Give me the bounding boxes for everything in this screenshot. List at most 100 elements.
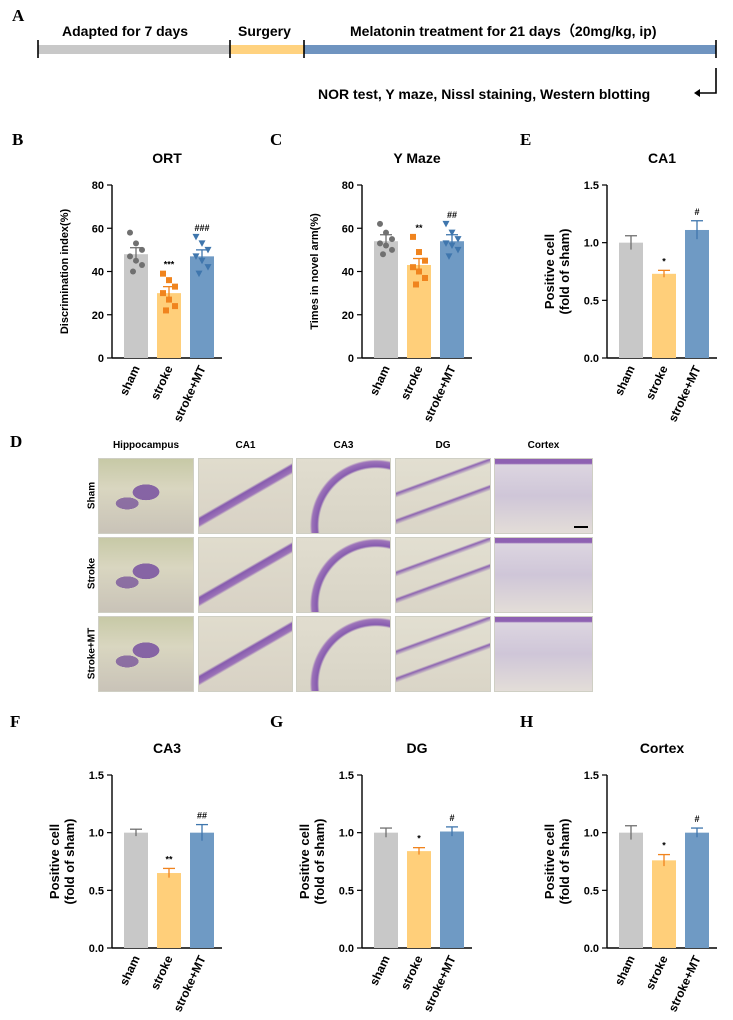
- panel-letter-a: A: [12, 6, 25, 25]
- data-point: [139, 262, 145, 269]
- data-point: [422, 257, 428, 264]
- chart-title: DG: [407, 740, 428, 756]
- x-tick-label: sham: [367, 363, 393, 397]
- x-tick-label: stroke+MT: [666, 953, 704, 1014]
- y-tick-label: 0: [98, 353, 104, 365]
- timeline-surgery-label: Surgery: [238, 23, 291, 39]
- timeline-surgery-bar: [230, 45, 304, 54]
- data-point: [383, 242, 389, 249]
- significance-label: *: [662, 256, 666, 266]
- mic-col-dg: DG: [435, 440, 451, 451]
- x-tick-label: stroke+MT: [666, 363, 704, 424]
- data-point: [377, 220, 383, 227]
- significance-label: #: [449, 813, 454, 823]
- data-point: [198, 240, 206, 247]
- bar-stroke-MT: [190, 832, 214, 948]
- data-point: [410, 233, 416, 240]
- significance-label: #: [694, 207, 699, 217]
- mic-row-sham: Sham: [86, 481, 98, 510]
- y-axis-label: Positive cell(fold of sham): [542, 819, 572, 905]
- data-point: [204, 246, 212, 254]
- data-point: [410, 264, 416, 271]
- nissl-image-stroke-ca1: [198, 537, 293, 613]
- timeline-adapted-label: Adapted for 7 days: [62, 23, 188, 39]
- y-tick-label: 0: [348, 353, 354, 365]
- mic-col-ca1: CA1: [235, 440, 256, 451]
- y-axis-label-line: Positive cell: [297, 824, 312, 899]
- data-point: [198, 257, 206, 265]
- data-point: [422, 274, 428, 281]
- ca1-chart: CA1 0.0 0.5 1.0 1.5 Positive cell(fold of sha…: [542, 150, 717, 424]
- significance-label: **: [415, 223, 423, 233]
- bar-sham: [374, 241, 398, 358]
- x-tick-label: sham: [117, 363, 143, 397]
- mic-col-cortex: Cortex: [527, 440, 560, 451]
- significance-label: **: [165, 854, 173, 864]
- x-tick-label: stroke+MT: [171, 363, 209, 424]
- nissl-image-sham-ca3: [296, 458, 391, 534]
- timeline-treatment-label: Melatonin treatment for 21 days（20mg/kg,…: [350, 23, 657, 39]
- cortex-chart: Cortex 0.0 0.5 1.0 1.5 Positive cell(fold of …: [542, 740, 717, 1014]
- panel-letter-b: B: [12, 130, 24, 149]
- y-tick-label: 0.0: [339, 943, 354, 955]
- timeline-arrow: [700, 68, 717, 94]
- bar-stroke-MT: [685, 229, 709, 358]
- scale-bar: [574, 526, 588, 528]
- data-point: [160, 270, 166, 277]
- x-tick-label: stroke+MT: [421, 953, 459, 1014]
- chart-title: Y Maze: [393, 150, 440, 166]
- x-tick-label: stroke: [398, 363, 426, 402]
- significance-label: ***: [164, 260, 175, 270]
- nissl-image-sham-hippocampus: [98, 458, 194, 534]
- timeline-tests-label: NOR test, Y maze, Nissl staining, Wester…: [318, 86, 650, 102]
- nissl-image-stroke-mt-ca1: [198, 616, 293, 692]
- y-tick-label: 60: [342, 223, 354, 235]
- panel-letter-c: C: [270, 130, 283, 149]
- y-tick-label: 1.0: [339, 828, 354, 840]
- y-tick-label: 1.5: [89, 770, 104, 782]
- y-axis-label-line: (fold of sham): [557, 229, 572, 315]
- bar-stroke: [157, 873, 181, 948]
- y-axis-label: Positive cell(fold of sham): [47, 819, 77, 905]
- bar-stroke: [652, 860, 676, 948]
- y-tick-label: 1.0: [584, 238, 599, 250]
- panel-letter-g: G: [270, 712, 284, 731]
- data-point: [192, 233, 200, 241]
- bar-stroke-MT: [440, 241, 464, 358]
- panel-letter-d: D: [10, 432, 23, 451]
- data-point: [442, 220, 450, 228]
- nissl-image-sham-dg: [395, 458, 491, 534]
- y-tick-label: 1.5: [339, 770, 354, 782]
- significance-label: ##: [447, 210, 457, 220]
- chart-title: CA3: [153, 740, 181, 756]
- x-tick-label: stroke: [148, 953, 176, 992]
- bar-stroke: [157, 293, 181, 358]
- bar-sham: [619, 242, 643, 358]
- nissl-image-stroke-mt-hippocampus: [98, 616, 194, 692]
- nissl-image-stroke-mt-cortex: [494, 616, 593, 692]
- data-point: [416, 268, 422, 275]
- data-point: [383, 229, 389, 236]
- y-tick-label: 1.0: [584, 828, 599, 840]
- timeline-adapted-bar: [38, 45, 230, 54]
- y-axis-label-line: (fold of sham): [312, 819, 327, 905]
- timeline-treatment-bar: [304, 45, 716, 54]
- y-tick-label: 80: [342, 180, 354, 192]
- data-point: [377, 240, 383, 247]
- panel-letter-f: F: [10, 712, 21, 731]
- nissl-image-stroke-cortex: [494, 537, 593, 613]
- data-point: [380, 251, 386, 258]
- data-point: [204, 264, 212, 271]
- panel-letter-e: E: [520, 130, 532, 149]
- x-tick-label: sham: [367, 953, 393, 987]
- data-point: [195, 270, 203, 278]
- ca3-chart: CA3 0.0 0.5 1.0 1.5 Positive cell(fold of sha…: [47, 740, 222, 1014]
- bar-sham: [374, 832, 398, 948]
- data-point: [139, 246, 145, 253]
- data-point: [172, 303, 178, 310]
- mic-row-stroke-mt: Stroke+MT: [86, 627, 98, 680]
- y-axis-label-line: Times in novel arm(%): [309, 213, 321, 330]
- data-point: [133, 257, 139, 264]
- nissl-image-stroke-hippocampus: [98, 537, 194, 613]
- y-tick-label: 0.5: [584, 295, 599, 307]
